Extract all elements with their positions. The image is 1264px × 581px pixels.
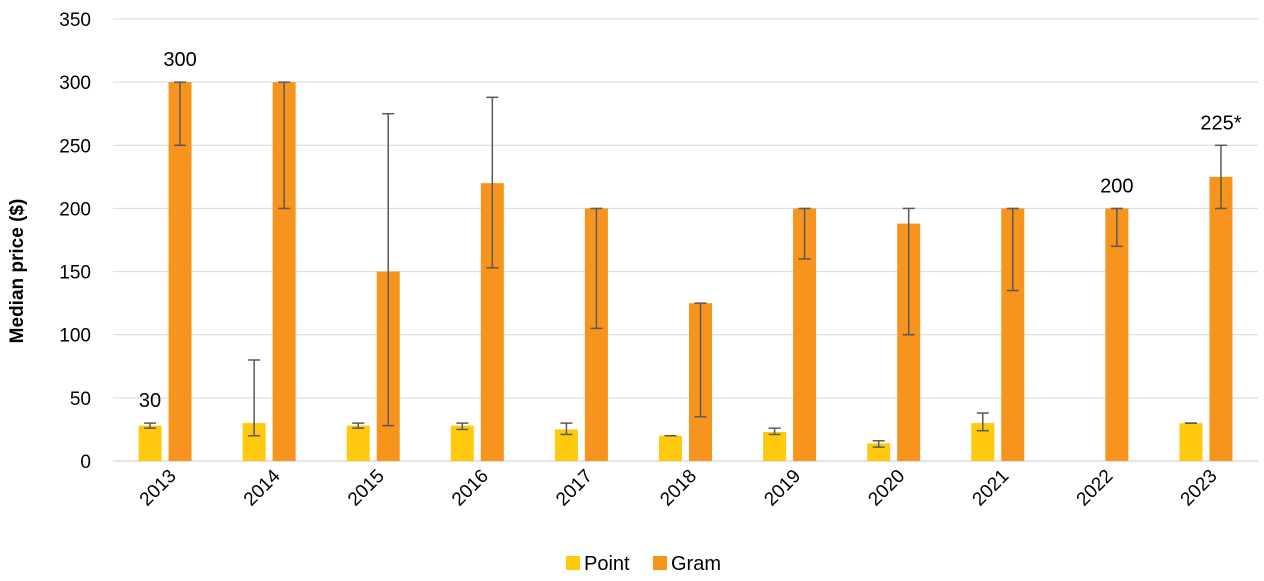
error-bar	[248, 359, 261, 437]
legend-label-gram: Gram	[671, 553, 721, 575]
error-bar	[798, 207, 811, 260]
x-tick-label: 2013	[136, 466, 181, 511]
error-bar	[872, 440, 885, 448]
y-tick-label: 200	[59, 199, 91, 220]
error-bar	[590, 207, 603, 330]
y-axis-title: Median price ($)	[7, 199, 28, 344]
x-tick-label: 2018	[656, 466, 701, 511]
data-label: 300	[163, 49, 196, 71]
y-axis-ticks: 0 50 100 150 200 250 300 350	[59, 10, 91, 473]
y-tick-label: 0	[80, 452, 91, 473]
error-bar	[352, 422, 365, 429]
bar-gram	[480, 183, 504, 461]
x-tick-label: 2019	[760, 466, 805, 511]
bar-gram	[897, 223, 921, 461]
x-tick-label: 2016	[448, 466, 493, 511]
y-tick-label: 50	[70, 389, 91, 410]
error-bar	[768, 427, 781, 436]
x-axis-ticks: 2013 2014 2015 2016 2017 2018 2019 2020 2021 2022…	[136, 465, 1222, 510]
bars	[138, 82, 1233, 462]
error-bar	[902, 207, 915, 336]
x-tick-label: 2015	[344, 466, 389, 511]
y-tick-label: 300	[59, 73, 91, 94]
gridlines	[113, 18, 1258, 462]
error-bar	[382, 112, 395, 427]
legend: Point Gram	[566, 553, 721, 575]
data-labels: 30 300 200 225*	[139, 49, 1242, 412]
x-tick-label: 2017	[552, 466, 597, 511]
x-tick-label: 2021	[969, 466, 1014, 511]
bar-gram	[1105, 208, 1129, 461]
x-tick-label: 2020	[864, 466, 909, 511]
bar-gram	[1209, 176, 1233, 461]
bar-point	[242, 423, 266, 461]
bar-gram	[1001, 208, 1025, 461]
legend-swatch-gram	[653, 556, 667, 570]
error-bar	[1006, 207, 1019, 292]
error-bar	[456, 422, 469, 431]
bar-point	[138, 425, 162, 461]
data-label: 30	[139, 390, 161, 412]
legend-swatch-point	[566, 556, 580, 570]
bar-gram	[793, 208, 817, 461]
data-label: 225*	[1200, 112, 1241, 134]
y-tick-label: 350	[59, 10, 91, 31]
error-bar	[486, 96, 499, 269]
x-tick-label: 2023	[1177, 466, 1222, 511]
y-tick-label: 100	[59, 326, 91, 347]
error-bar	[144, 422, 157, 429]
bar-gram	[584, 208, 608, 461]
bar-point	[659, 435, 682, 461]
bar-point	[554, 429, 578, 461]
error-bar	[1214, 144, 1227, 210]
bar-point	[450, 425, 474, 461]
bar-point	[346, 425, 370, 461]
error-bar	[1110, 207, 1123, 248]
error-bar	[694, 302, 707, 418]
bar-point	[763, 431, 787, 461]
error-bar	[560, 422, 573, 436]
bar-gram	[272, 82, 296, 462]
error-bars	[144, 81, 1227, 448]
error-bar	[174, 81, 187, 147]
bar-point	[971, 423, 995, 461]
y-tick-label: 250	[59, 136, 91, 157]
legend-label-point: Point	[584, 553, 630, 575]
x-tick-label: 2014	[240, 465, 285, 510]
bar-point	[1179, 423, 1203, 461]
y-tick-label: 150	[59, 263, 91, 284]
x-tick-label: 2022	[1073, 466, 1118, 511]
data-label: 200	[1100, 175, 1133, 197]
error-bar	[976, 412, 989, 432]
bar-gram	[168, 82, 192, 462]
error-bar	[278, 81, 291, 210]
